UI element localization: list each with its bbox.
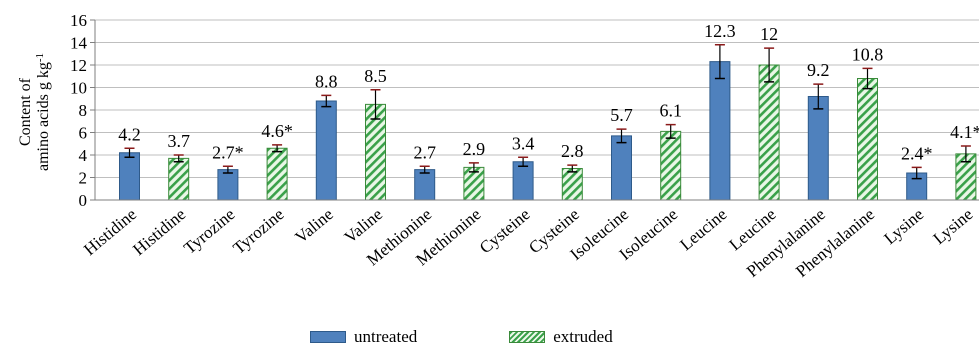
data-label: 5.7 (610, 105, 633, 125)
data-label: 4.2 (118, 124, 141, 144)
data-label: 6.1 (659, 101, 682, 121)
legend-label-extruded: extruded (553, 327, 613, 346)
y-tick-label: 12 (70, 56, 87, 75)
data-label: 8.5 (364, 66, 387, 86)
bar-extruded-phenylalanine (857, 78, 878, 201)
bar-untreated-histidine (119, 152, 140, 201)
y-tick-label: 0 (79, 191, 88, 210)
category-label: Lysine (880, 205, 927, 249)
y-tick-label: 8 (79, 101, 88, 120)
bar-untreated-valine (315, 100, 337, 201)
bar-untreated-isoleucine (611, 135, 632, 201)
bar-extruded-histidine (168, 157, 190, 201)
data-label: 2.8 (561, 141, 584, 161)
y-tick-label: 4 (79, 146, 88, 165)
y-axis-title-superscript: -1 (34, 53, 46, 62)
data-label: 4.1* (950, 122, 979, 142)
error-bars (124, 44, 971, 180)
bar-extruded-cysteine (561, 168, 583, 201)
data-label: 3.7 (167, 131, 190, 151)
bar-extruded-isoleucine (660, 130, 682, 201)
category-label: Tyrozine (180, 205, 238, 258)
data-label: 3.4 (512, 133, 535, 153)
data-label: 4.6* (261, 121, 293, 141)
category-label: Histidine (80, 205, 140, 260)
data-label: 12 (760, 24, 778, 44)
bars (119, 61, 977, 201)
bar-untreated-leucine (709, 61, 731, 201)
bar-extruded-tyrozine (266, 147, 288, 201)
legend-label-untreated: untreated (354, 327, 418, 346)
axes: 0 2 4 6 8 10 12 14 16 (70, 11, 979, 210)
y-tick-label: 10 (70, 79, 87, 98)
data-label: 10.8 (852, 44, 884, 64)
legend-item-untreated: untreated (310, 327, 417, 347)
y-tick-label: 2 (79, 169, 88, 188)
bar-untreated-methionine (414, 169, 436, 201)
legend-item-extruded: extruded (509, 327, 613, 347)
bar-untreated-phenylalanine (807, 96, 829, 201)
bar-untreated-cysteine (512, 161, 534, 201)
data-label: 9.2 (807, 60, 830, 80)
data-labels: 4.2 3.7 2.7* 4.6* 8.8 8.5 2.7 2.9 3.4 2.8 5.7 6.1 12… (118, 21, 979, 164)
data-label: 2.7* (212, 142, 244, 162)
y-axis-title-main: amino acids g kg (35, 62, 52, 171)
y-tick-label: 14 (70, 34, 88, 53)
category-label: Cysteine (476, 205, 534, 258)
category-label: Valine (291, 205, 336, 247)
category-label: Histidine (129, 205, 189, 260)
y-axis-title-line2: amino acids g kg-1 (34, 53, 52, 171)
legend-swatch-extruded (509, 331, 546, 343)
category-label: Tyrozine (229, 205, 287, 258)
grid-lines (95, 19, 979, 178)
y-tick-label: 16 (70, 11, 87, 30)
legend-swatch-untreated (310, 331, 346, 343)
data-label: 2.9 (463, 139, 486, 159)
y-axis-title-line1: Content of (17, 77, 34, 146)
category-label: Lysine (930, 205, 977, 249)
data-label: 2.4* (901, 143, 933, 163)
legend: untreated extruded (310, 326, 705, 348)
data-label: 12.3 (704, 21, 736, 41)
category-label: Leucine (676, 205, 730, 255)
bar-untreated-tyrozine (217, 169, 239, 201)
data-label: 8.8 (315, 71, 338, 91)
bar-extruded-leucine (758, 64, 780, 201)
data-label: 2.7 (413, 142, 436, 162)
y-tick-label: 6 (79, 124, 88, 143)
